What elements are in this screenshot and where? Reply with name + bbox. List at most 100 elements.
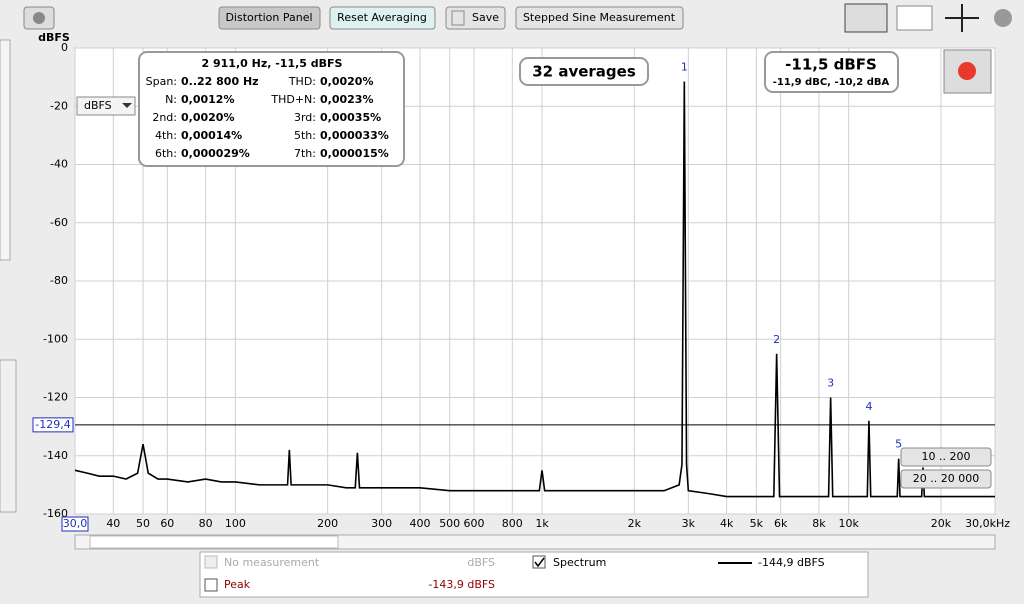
info-value: 0,000015% (320, 147, 389, 160)
harmonic-label: 5 (895, 438, 902, 451)
x-tick-label: 200 (317, 517, 338, 530)
plot: -129,4123456 (32, 60, 995, 498)
save-icon (451, 10, 465, 26)
y-tick-label: -120 (43, 391, 68, 404)
x-tick-label: 50 (136, 517, 150, 530)
x-tick-label: 40 (106, 517, 120, 530)
record-button[interactable] (943, 49, 992, 94)
info-label: N: (165, 93, 177, 106)
legend-label: No measurement (224, 556, 320, 569)
x-tick-label: 8k (812, 517, 826, 530)
info-label: 2nd: (152, 111, 177, 124)
info-content: 2 911,0 Hz, -11,5 dBFS Span: 0..22 800 Hz T… (146, 57, 389, 160)
checkbox[interactable] (204, 555, 218, 569)
info-label: THD: (288, 75, 316, 88)
x-tick-label: 30,0kHz (965, 517, 1010, 530)
x-tick-label: 5k (750, 517, 764, 530)
record-icon (958, 62, 976, 80)
button[interactable]: Distortion Panel (218, 6, 321, 30)
x-tick-label: 800 (502, 517, 523, 530)
check (534, 557, 545, 568)
button-label: Stepped Sine Measurement (523, 11, 676, 24)
level-box (764, 51, 899, 93)
harmonic-label: 3 (827, 377, 834, 390)
checkbox[interactable] (532, 555, 546, 569)
x-tick-label: 600 (463, 517, 484, 530)
view-button[interactable] (844, 3, 888, 33)
info-box (138, 51, 405, 167)
y-tick-label: -140 (43, 449, 68, 462)
x-tick-label: 60 (160, 517, 174, 530)
info-value: 0,0023% (320, 93, 373, 106)
legend-value: -143,9 dBFS (428, 578, 495, 591)
info-value: 0,0020% (181, 111, 234, 124)
x-tick-label: 300 (371, 517, 392, 530)
cursor-box (32, 417, 74, 433)
y-tick-label: -60 (50, 216, 68, 229)
info-value: 0..22 800 Hz (181, 75, 259, 88)
x-tick-label: 30,0 (63, 517, 88, 530)
y-tick-label: -100 (43, 332, 68, 345)
info-value: 0,00014% (181, 129, 242, 142)
legend-unit: dBFS (467, 556, 495, 569)
range-button-label: 20 .. 20 000 (913, 472, 979, 485)
unit-selector-label: dBFS (84, 99, 112, 112)
legend-label: Spectrum (553, 556, 606, 569)
y-tick-label: -80 (50, 274, 68, 287)
info-label: 3rd: (294, 111, 316, 124)
info-label: 4th: (155, 129, 177, 142)
harmonic-label: 4 (865, 400, 872, 413)
button[interactable]: Save (445, 6, 506, 30)
y-tick-label: -20 (50, 99, 68, 112)
camera-icon (33, 12, 45, 24)
info-header: 2 911,0 Hz, -11,5 dBFS (202, 57, 343, 70)
unit-selector[interactable]: dBFS (76, 96, 136, 116)
scroll-thumb[interactable] (89, 535, 339, 549)
x-tick-label: 80 (199, 517, 213, 530)
cursor-label: -129,4 (35, 418, 70, 431)
button-label: Distortion Panel (225, 11, 312, 24)
x-tick-label: 400 (409, 517, 430, 530)
harmonic-label: 1 (681, 60, 688, 73)
info-label: THD+N: (270, 93, 316, 106)
range-button[interactable]: 10 .. 200 (900, 447, 992, 467)
x-tick-label: 500 (439, 517, 460, 530)
range-button[interactable]: 20 .. 20 000 (900, 469, 992, 489)
button-label: Save (472, 11, 499, 24)
level-sub: -11,9 dBC, -10,2 dBA (773, 77, 890, 88)
settings-button[interactable] (994, 9, 1012, 27)
x-tick-label: 3k (682, 517, 696, 530)
y-axis-label: dBFS (38, 31, 70, 44)
button[interactable]: Stepped Sine Measurement (515, 6, 684, 30)
x-tick-label: 6k (774, 517, 788, 530)
checkbox[interactable] (204, 578, 218, 592)
view-button[interactable] (896, 5, 933, 31)
legend-value: -144,9 dBFS (758, 556, 825, 569)
legend-label: Peak (224, 578, 251, 591)
side-scroll[interactable] (0, 359, 17, 513)
zoom-fit-button[interactable] (945, 4, 979, 32)
button-label: Reset Averaging (337, 11, 427, 24)
info-label: Span: (146, 75, 177, 88)
info-value: 0,000033% (320, 129, 389, 142)
x-tick-label: 20k (931, 517, 952, 530)
harmonic-label: 2 (773, 333, 780, 346)
info-value: 0,0020% (320, 75, 373, 88)
y-tick-label: 0 (61, 41, 68, 54)
level-main: -11,5 dBFS (785, 56, 877, 74)
info-value: 0,0012% (181, 93, 234, 106)
info-label: 7th: (294, 147, 316, 160)
averages: 32 averages (532, 63, 636, 81)
x-tick-label: 1k (535, 517, 549, 530)
spectrum-line (74, 81, 995, 498)
x-tick-box (61, 516, 89, 532)
x-tick-label: 2k (628, 517, 642, 530)
x-tick-label: 4k (720, 517, 734, 530)
x-tick-label: 100 (225, 517, 246, 530)
info-label: 5th: (294, 129, 316, 142)
x-tick-label: 10k (838, 517, 859, 530)
info-value: 0,00035% (320, 111, 381, 124)
button[interactable]: Reset Averaging (329, 6, 436, 30)
